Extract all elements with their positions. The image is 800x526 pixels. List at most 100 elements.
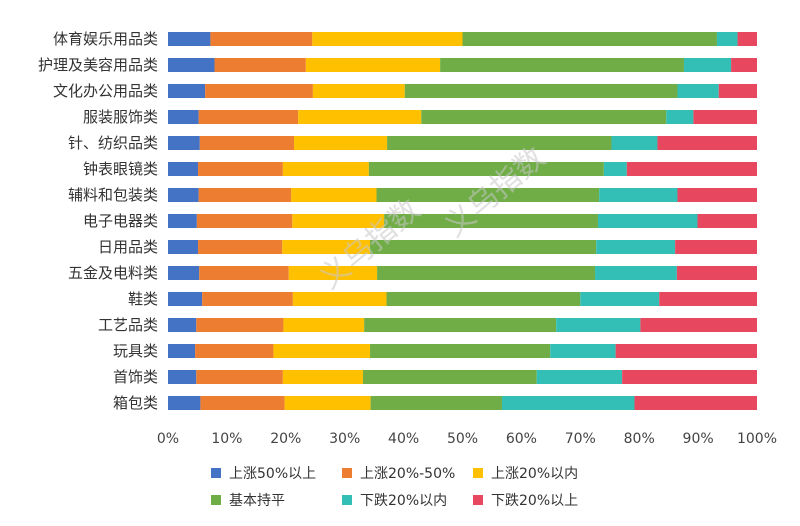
- x-tick-label: 50%: [447, 431, 478, 447]
- category-label: 服装服饰类: [83, 108, 158, 126]
- bar-segment: [731, 58, 757, 72]
- category-label: 首饰类: [113, 368, 158, 386]
- bar-segment: [501, 396, 635, 410]
- bar-segment: [168, 240, 199, 254]
- bar-segment: [284, 396, 371, 410]
- bar-segment: [168, 162, 199, 176]
- bar-segment: [595, 266, 677, 280]
- bar-segment: [440, 58, 684, 72]
- bar-segment: [697, 214, 757, 228]
- bar-segment: [599, 188, 678, 202]
- bar-segment: [200, 396, 285, 410]
- bar-segment: [199, 136, 295, 150]
- legend-label: 下跌20%以内: [360, 493, 447, 509]
- legend-swatch: [342, 495, 352, 505]
- legend-swatch: [473, 468, 483, 478]
- x-tick-label: 100%: [737, 431, 777, 447]
- bar-segment: [675, 240, 757, 254]
- bar-segment: [168, 32, 211, 46]
- bar-segment: [718, 84, 757, 98]
- bar-segment: [370, 240, 597, 254]
- bar-segment: [198, 188, 292, 202]
- bar-segment: [198, 162, 283, 176]
- bar-segment: [214, 58, 306, 72]
- bar-segment: [195, 344, 274, 358]
- bar-segment: [536, 370, 623, 384]
- bar-segment: [282, 162, 369, 176]
- bar-segment: [677, 188, 757, 202]
- bar-segment: [462, 32, 717, 46]
- bar-segment: [622, 370, 757, 384]
- bar-segment: [202, 292, 293, 306]
- bar-segment: [196, 214, 293, 228]
- x-tick-label: 0%: [157, 431, 179, 447]
- bar-segment: [634, 396, 757, 410]
- bar-segment: [550, 344, 616, 358]
- x-tick-label: 80%: [624, 431, 655, 447]
- bar-segment: [198, 110, 299, 124]
- bar-segment: [370, 344, 551, 358]
- bar-segment: [168, 84, 206, 98]
- bar-segment: [168, 136, 200, 150]
- bar-segment: [168, 214, 197, 228]
- bar-segment: [305, 58, 441, 72]
- category-label: 针、纺织品类: [68, 134, 158, 152]
- category-label: 护理及美容用品类: [38, 56, 158, 74]
- bar-segment: [657, 136, 757, 150]
- bar-segment: [737, 32, 757, 46]
- bar-segment: [640, 318, 757, 332]
- legend-label: 上涨50%以上: [229, 466, 316, 482]
- bar-segment: [283, 318, 365, 332]
- x-tick-label: 40%: [388, 431, 419, 447]
- category-label: 电子电器类: [83, 212, 158, 230]
- bar-segment: [683, 58, 732, 72]
- x-tick-label: 10%: [211, 431, 242, 447]
- bar-segment: [615, 344, 757, 358]
- bar-segment: [294, 136, 388, 150]
- bar-segment: [626, 162, 757, 176]
- category-label: 钟表眼镜类: [83, 160, 158, 178]
- x-tick-label: 20%: [270, 431, 301, 447]
- bar-segment: [611, 136, 658, 150]
- bar-segment: [368, 162, 604, 176]
- bar-segment: [596, 240, 676, 254]
- bar-segment: [282, 240, 371, 254]
- bar-segment: [362, 370, 537, 384]
- category-label: 箱包类: [113, 394, 158, 412]
- legend-label: 上涨20%以内: [491, 466, 578, 482]
- category-label: 五金及电料类: [68, 264, 158, 282]
- bar-segment: [288, 266, 378, 280]
- category-label: 日用品类: [98, 238, 158, 256]
- bar-segment: [168, 266, 200, 280]
- legend-swatch: [211, 468, 221, 478]
- category-label: 文化办公用品类: [53, 82, 158, 100]
- legend-swatch: [473, 495, 483, 505]
- bar-segment: [387, 136, 612, 150]
- bar-segment: [312, 32, 463, 46]
- bar-segment: [377, 266, 596, 280]
- x-tick-label: 60%: [506, 431, 537, 447]
- category-label: 鞋类: [128, 290, 158, 308]
- bar-segment: [676, 266, 757, 280]
- bar-segment: [556, 318, 641, 332]
- bar-segment: [370, 396, 502, 410]
- bar-segment: [168, 396, 201, 410]
- bar-segment: [677, 84, 719, 98]
- category-label: 工艺品类: [98, 316, 158, 334]
- bar-segment: [716, 32, 738, 46]
- bar-segment: [282, 370, 363, 384]
- x-tick-label: 30%: [329, 431, 360, 447]
- bar-segment: [580, 292, 660, 306]
- bar-segment: [168, 318, 197, 332]
- bar-segment: [666, 110, 694, 124]
- bar-segment: [298, 110, 422, 124]
- legend-label: 上涨20%-50%: [360, 466, 455, 482]
- bar-segment: [292, 214, 385, 228]
- bar-segment: [205, 84, 313, 98]
- bar-segment: [168, 344, 196, 358]
- bar-segment: [659, 292, 757, 306]
- bar-segment: [364, 318, 557, 332]
- bar-segment: [292, 292, 387, 306]
